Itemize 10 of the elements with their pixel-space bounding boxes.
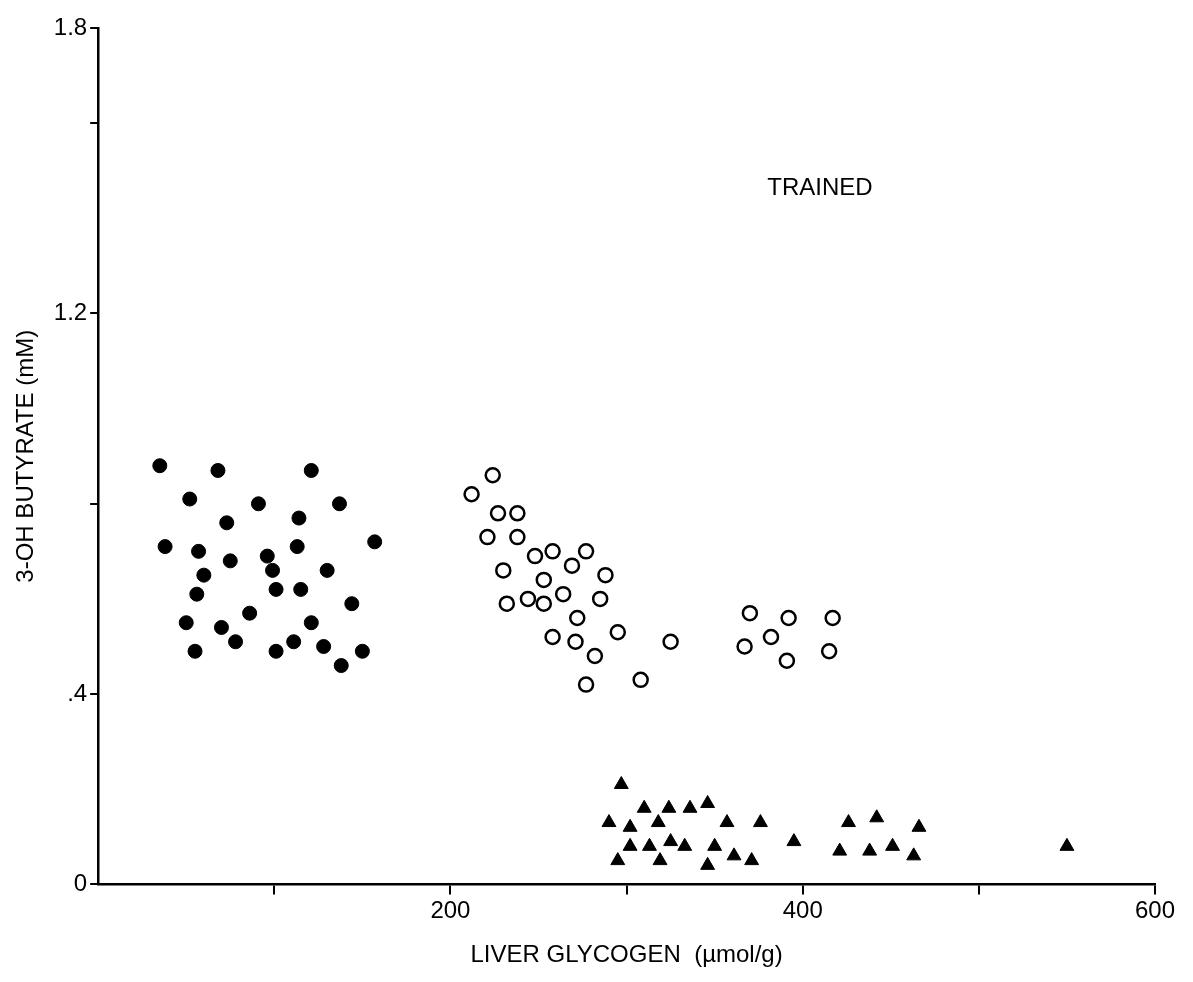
y-axis-title: 3-OH BUTYRATE (mM) [11,329,39,583]
y-tick-label: 1.8 [53,12,88,40]
y-tick-label: 1.2 [53,298,88,326]
x-tick-label: 600 [1134,896,1176,924]
y-tick-label: .4 [67,678,88,706]
x-tick-label: 400 [782,896,823,924]
y-tick-label: 0 [73,869,88,897]
x-axis-title: LIVER GLYCOGEN (µmol/g) [470,940,783,968]
x-tick-label: 200 [430,896,471,924]
annotation: TRAINED [767,172,873,200]
